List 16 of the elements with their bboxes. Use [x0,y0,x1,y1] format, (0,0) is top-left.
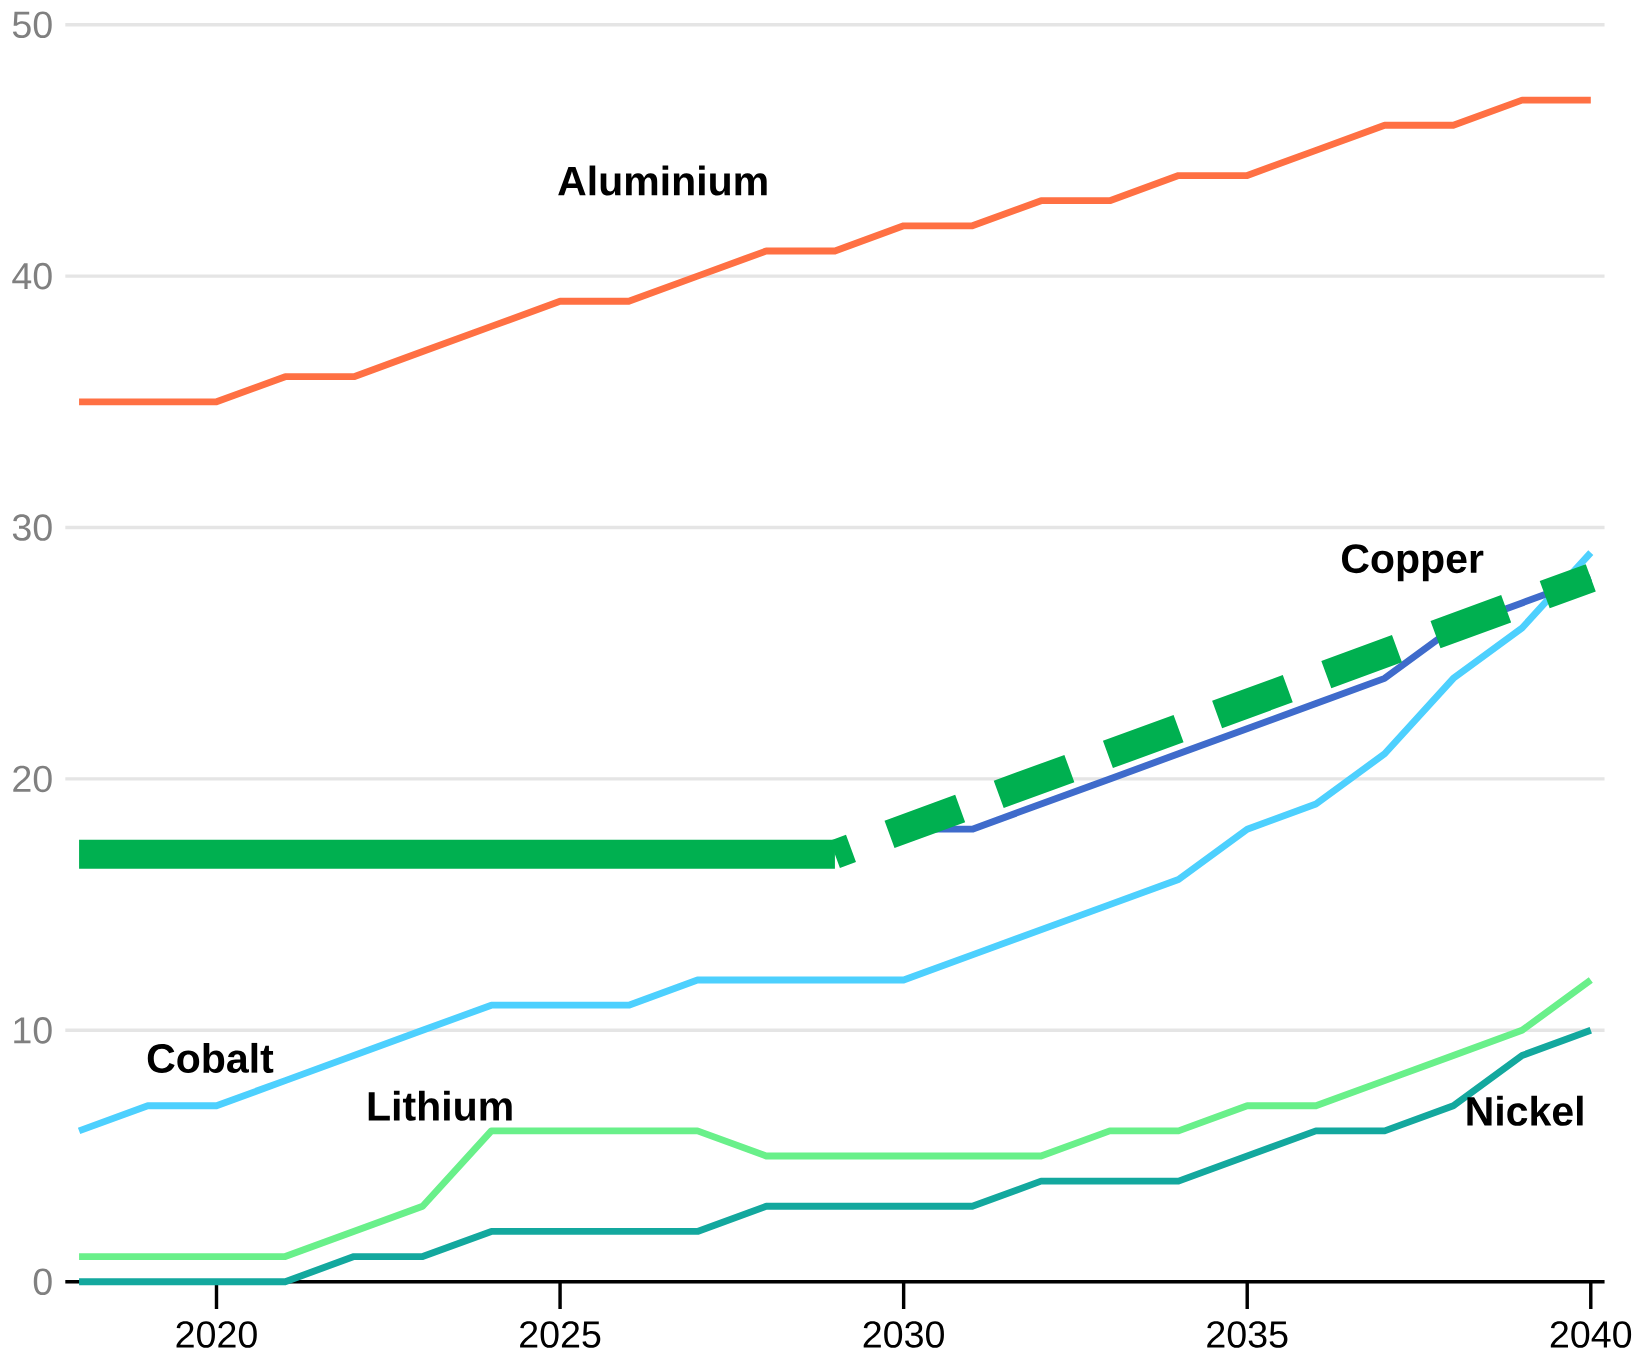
series-label: Nickel [1467,1095,1583,1126]
x-tick-label: 2030 [863,1321,944,1348]
x-tick-label: 2025 [520,1321,601,1348]
series-label: Cobalt [147,1042,274,1073]
y-tick-label: 50 [12,11,52,38]
series-label: Lithium [368,1090,512,1121]
series-label: Aluminium [558,165,767,196]
y-tick-label: 30 [12,514,52,541]
y-tick-label: 0 [33,1268,52,1295]
y-tick-label: 40 [12,262,52,290]
y-tick-label: 10 [14,1016,52,1044]
series-label: Copper [1341,544,1484,582]
x-tick-label: 2035 [1207,1321,1288,1348]
y-tick-label: 20 [13,765,52,793]
x-tick-label: 2020 [176,1321,257,1348]
x-tick-label: 2040 [1550,1321,1632,1348]
